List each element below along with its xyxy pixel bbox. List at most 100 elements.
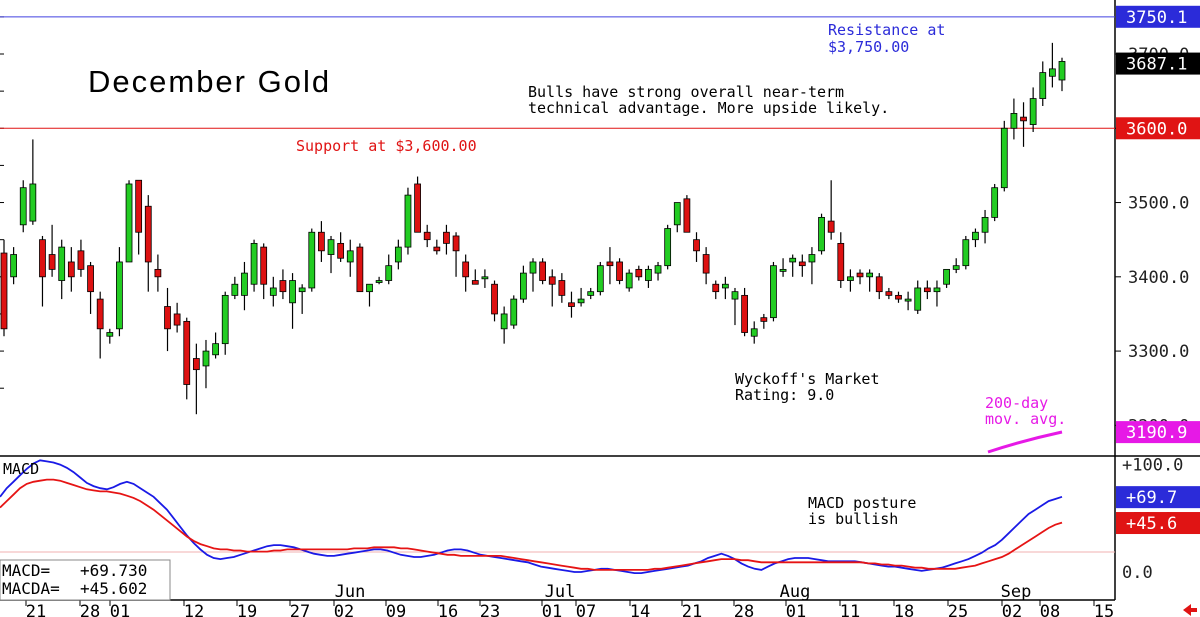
candle — [933, 287, 941, 293]
candle — [635, 268, 643, 278]
date-tick-label: 09 — [386, 602, 406, 617]
commentary-line1: Bulls have strong overall near-term — [528, 83, 844, 101]
candle — [904, 298, 912, 302]
macd-readout-label: MACD= — [2, 561, 50, 580]
candle — [1058, 61, 1066, 81]
candle — [135, 179, 143, 233]
candle — [539, 261, 546, 281]
candle — [875, 276, 883, 293]
candle — [616, 261, 623, 281]
macda-readout-label: MACDA= — [2, 579, 60, 598]
candle — [548, 276, 556, 285]
candle — [452, 235, 460, 252]
candle — [433, 246, 441, 252]
candle — [856, 272, 864, 278]
left-arrow-icon[interactable] — [1183, 604, 1197, 616]
date-tick-label: 01 — [786, 602, 806, 617]
macd-annotation-line1: MACD posture — [808, 494, 916, 512]
price-tag-label: 3600.0 — [1126, 119, 1187, 139]
macd-readout-value: +69.730 — [80, 561, 147, 580]
candle — [779, 268, 787, 272]
price-tick-label: 3500.0 — [1128, 194, 1189, 214]
candle — [789, 257, 797, 263]
macd-annotation-line2: is bullish — [808, 510, 898, 528]
candle — [164, 306, 171, 330]
date-tick-label: 01 — [542, 602, 562, 617]
candle — [1029, 98, 1037, 125]
date-tick-label: 18 — [894, 602, 914, 617]
candle — [443, 231, 450, 244]
candle — [837, 242, 845, 281]
ma-200-line — [987, 430, 1063, 454]
candle — [19, 187, 27, 226]
candle — [269, 287, 277, 296]
price-tag — [1116, 421, 1200, 444]
candle — [712, 283, 720, 293]
date-tick-label: 02 — [334, 602, 354, 617]
candle — [385, 265, 393, 281]
candle — [327, 239, 335, 255]
date-tick-label: 21 — [26, 602, 46, 617]
candle — [106, 332, 114, 337]
candle — [972, 231, 979, 241]
candle — [866, 272, 874, 278]
candle — [943, 268, 950, 285]
candle — [808, 254, 816, 263]
price-tag-label: 3687.1 — [1126, 55, 1187, 75]
candle — [577, 298, 585, 304]
candle — [241, 272, 248, 296]
candle — [481, 276, 489, 280]
candle — [394, 246, 402, 263]
candle — [818, 216, 825, 252]
candle — [962, 239, 970, 267]
candle — [770, 265, 777, 319]
commentary-line2: technical advantage. More upside likely. — [528, 99, 889, 117]
candle — [67, 261, 75, 278]
candle — [1020, 116, 1027, 122]
candle — [741, 294, 748, 333]
date-tick-label: 02 — [1002, 602, 1022, 617]
candle — [212, 343, 219, 356]
date-tick-label: 12 — [184, 602, 204, 617]
candle — [0, 252, 8, 330]
candle — [683, 198, 691, 233]
candle — [529, 261, 537, 274]
moving-average — [987, 430, 1063, 454]
rating-line1: Wyckoff's Market — [735, 370, 880, 388]
candle — [587, 291, 595, 296]
candle — [250, 242, 258, 285]
candle — [183, 320, 191, 385]
resistance-annotation-line1: Resistance at — [828, 21, 945, 39]
candle — [1000, 127, 1008, 189]
macd-tick-label: 0.0 — [1122, 563, 1153, 583]
macd-lines — [0, 459, 1063, 574]
candle — [318, 231, 325, 252]
month-label: Aug — [780, 582, 811, 602]
candle — [10, 254, 17, 278]
candle — [192, 358, 200, 371]
axis-labels: 3300.03400.03500.03700.03200.0+100.00.0+… — [25, 45, 1189, 617]
candle — [558, 280, 566, 296]
macda-readout-value: +45.602 — [80, 579, 147, 598]
candle — [87, 265, 94, 293]
price-tag — [1116, 5, 1200, 28]
macd-readout-box — [0, 559, 171, 601]
candle — [596, 265, 604, 293]
candle — [423, 231, 431, 241]
macd-tag — [1116, 486, 1200, 509]
candle — [895, 294, 902, 300]
date-tick-label: 21 — [682, 602, 702, 617]
candle — [673, 202, 681, 226]
candle — [298, 287, 306, 293]
candle — [1049, 68, 1056, 77]
candle — [625, 272, 633, 289]
resistance-annotation-line2: $3,750.00 — [828, 38, 909, 56]
month-label: Jul — [545, 582, 576, 602]
candle — [39, 239, 46, 278]
date-tick-label: 19 — [237, 602, 257, 617]
reference-lines — [0, 16, 1115, 129]
date-tick-label: 07 — [576, 602, 596, 617]
candle — [279, 280, 287, 293]
candle — [173, 313, 181, 326]
date-tick-label: 08 — [1040, 602, 1060, 617]
